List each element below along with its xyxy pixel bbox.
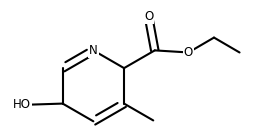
Text: O: O [144, 10, 153, 23]
Text: O: O [184, 46, 193, 59]
Text: N: N [89, 44, 98, 57]
Text: HO: HO [13, 98, 31, 111]
